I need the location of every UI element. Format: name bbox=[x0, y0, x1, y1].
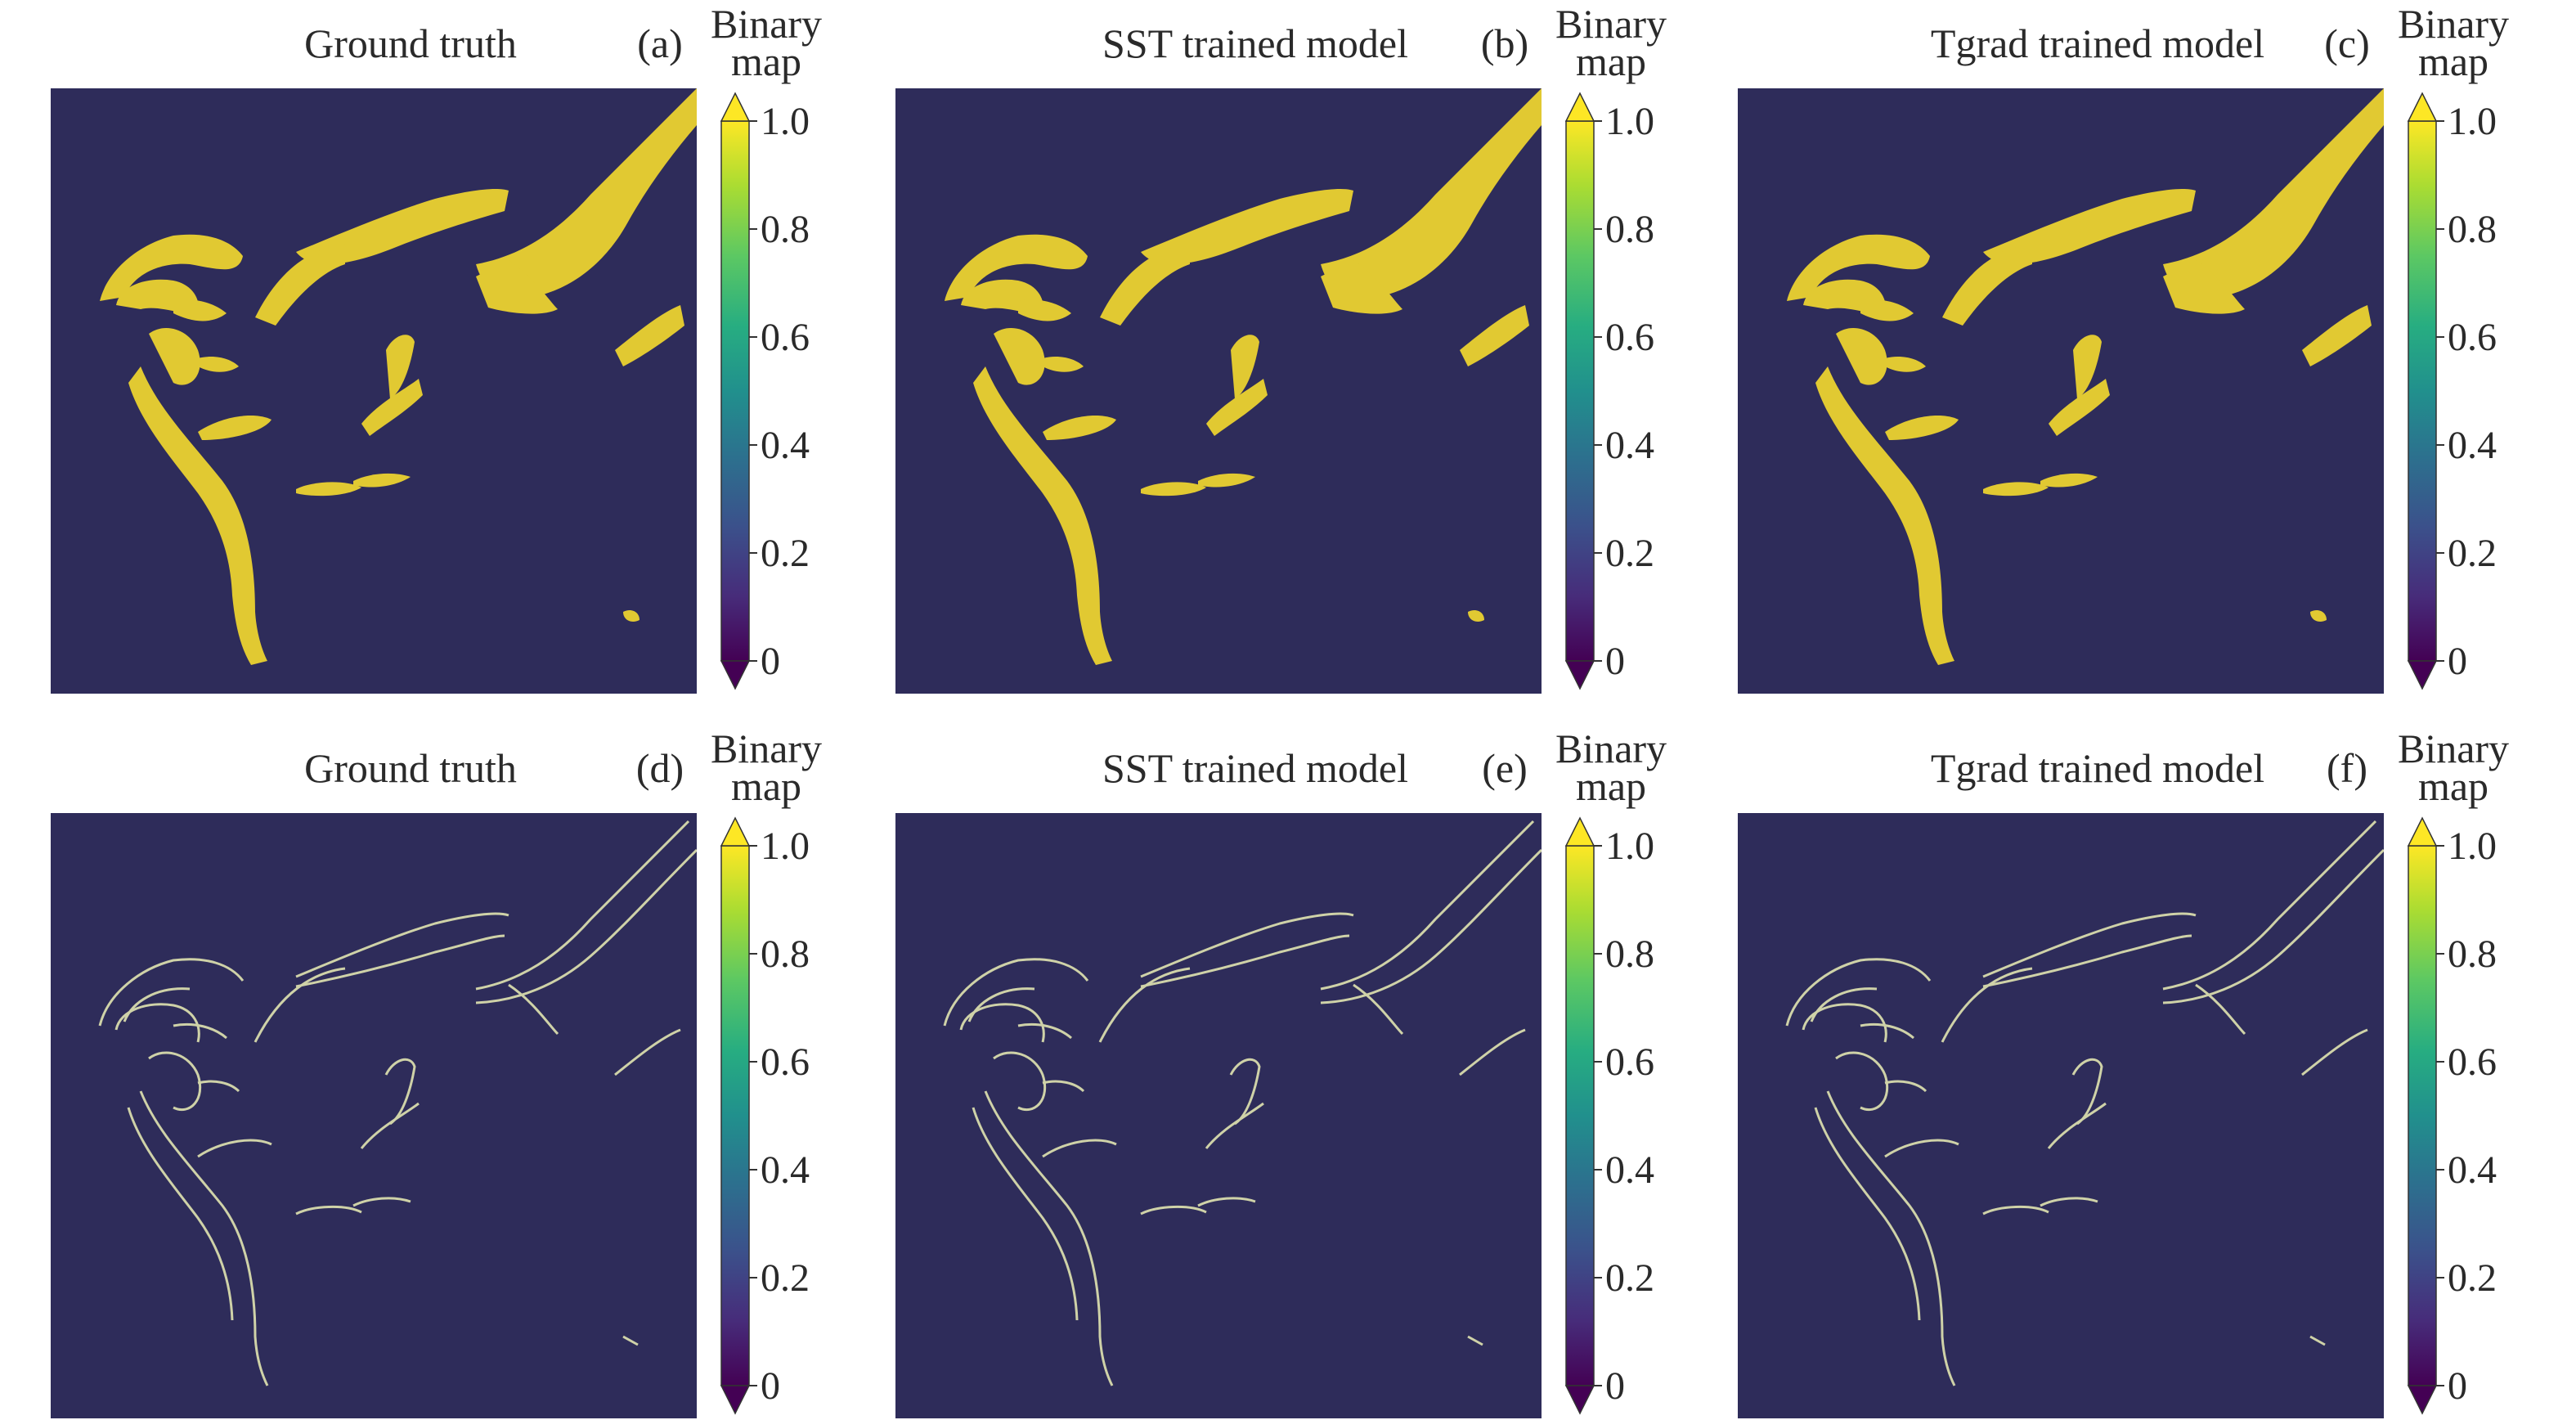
colorbar-tick-label: 0 bbox=[1605, 1364, 1625, 1408]
colorbar-gradient bbox=[1565, 845, 1595, 1386]
colorbar-tick-label: 0.6 bbox=[761, 316, 810, 359]
colorbar-tick-label: 0.8 bbox=[1605, 932, 1654, 976]
colorbar-label-line1: Binary bbox=[2398, 726, 2509, 771]
map-background bbox=[51, 88, 697, 694]
colorbar-extend-max bbox=[2407, 816, 2438, 847]
colorbar-tick-label: 0.4 bbox=[761, 424, 810, 467]
panel-label: (b) bbox=[1481, 20, 1528, 66]
colorbar-tick-label: 0.8 bbox=[1605, 208, 1654, 251]
panels-layer: Ground truth (a) Binarymap00.20.40.60.81.0… bbox=[51, 1, 2509, 1418]
colorbar-extend-max bbox=[2407, 92, 2438, 122]
colorbar-label-line2: map bbox=[1576, 38, 1646, 84]
colorbar-extend-min bbox=[2407, 660, 2438, 690]
colorbar-gradient bbox=[720, 120, 750, 662]
colorbar-tick-label: 1.0 bbox=[1605, 100, 1654, 143]
map-background bbox=[895, 88, 1542, 694]
colorbar-label-line2: map bbox=[2418, 38, 2488, 84]
colorbar-tick-label: 0.4 bbox=[2448, 1148, 2497, 1192]
panel-title: Tgrad trained model bbox=[1931, 20, 2264, 66]
panel-label: (c) bbox=[2324, 20, 2370, 66]
colorbar-extend-max bbox=[1564, 816, 1595, 847]
map-background bbox=[895, 813, 1542, 1418]
map-background bbox=[1738, 88, 2384, 694]
colorbar-tick-label: 0.6 bbox=[2448, 316, 2497, 359]
colorbar-tick-label: 0.8 bbox=[761, 932, 810, 976]
panel-title: SST trained model bbox=[1102, 745, 1408, 791]
panel-label: (f) bbox=[2327, 745, 2367, 791]
colorbar-tick-label: 0.8 bbox=[761, 208, 810, 251]
colorbar-label-line2: map bbox=[2418, 763, 2488, 809]
colorbar-extend-max bbox=[720, 92, 751, 122]
colorbar-label-line1: Binary bbox=[2398, 1, 2509, 47]
panel-label: (e) bbox=[1482, 745, 1528, 791]
colorbar-gradient bbox=[1565, 120, 1595, 662]
colorbar-tick-label: 0 bbox=[761, 640, 780, 683]
colorbar-tick-label: 0.6 bbox=[1605, 1040, 1654, 1084]
colorbar-tick-label: 0.2 bbox=[761, 1256, 810, 1300]
map-background bbox=[1738, 813, 2384, 1418]
colorbar-label-line2: map bbox=[731, 38, 801, 84]
colorbar-gradient bbox=[2408, 120, 2437, 662]
colorbar-label-line1: Binary bbox=[1555, 1, 1667, 47]
colorbar-tick-label: 1.0 bbox=[1605, 825, 1654, 868]
colorbar-label-line1: Binary bbox=[711, 1, 822, 47]
colorbar-tick-label: 0.4 bbox=[1605, 424, 1654, 467]
colorbar-tick-label: 0.6 bbox=[1605, 316, 1654, 359]
colorbar-tick-label: 1.0 bbox=[2448, 100, 2497, 143]
colorbar-tick-label: 0 bbox=[2448, 640, 2467, 683]
colorbar-tick-label: 0.6 bbox=[761, 1040, 810, 1084]
colorbar-extend-min bbox=[1564, 1385, 1595, 1415]
colorbar-tick-label: 0.4 bbox=[2448, 424, 2497, 467]
colorbar-gradient bbox=[720, 845, 750, 1386]
panel-label: (a) bbox=[637, 20, 683, 66]
panel-title: SST trained model bbox=[1102, 20, 1408, 66]
colorbar-tick-label: 1.0 bbox=[761, 825, 810, 868]
colorbar-label-line1: Binary bbox=[1555, 726, 1667, 771]
panel-title: Ground truth bbox=[304, 20, 517, 66]
colorbar-label-line2: map bbox=[1576, 763, 1646, 809]
colorbar-tick-label: 0 bbox=[2448, 1364, 2467, 1408]
colorbar-tick-label: 1.0 bbox=[2448, 825, 2497, 868]
colorbar-gradient bbox=[2408, 845, 2437, 1386]
colorbar-extend-max bbox=[720, 816, 751, 847]
colorbar-tick-label: 0.8 bbox=[2448, 932, 2497, 976]
panel-label: (d) bbox=[636, 745, 684, 791]
colorbar-label-line2: map bbox=[731, 763, 801, 809]
colorbar-tick-label: 0.4 bbox=[761, 1148, 810, 1192]
colorbar-tick-label: 0.2 bbox=[1605, 1256, 1654, 1300]
colorbar-tick-label: 0.4 bbox=[1605, 1148, 1654, 1192]
colorbar-tick-label: 0.2 bbox=[761, 532, 810, 575]
colorbar-extend-min bbox=[2407, 1385, 2438, 1415]
colorbar-label-line1: Binary bbox=[711, 726, 822, 771]
colorbar-tick-label: 0 bbox=[1605, 640, 1625, 683]
colorbar-tick-label: 0.8 bbox=[2448, 208, 2497, 251]
colorbar-extend-max bbox=[1564, 92, 1595, 122]
colorbar-tick-label: 0.2 bbox=[2448, 1256, 2497, 1300]
colorbar-tick-label: 0.2 bbox=[1605, 532, 1654, 575]
colorbar-tick-label: 0.6 bbox=[2448, 1040, 2497, 1084]
colorbar-tick-label: 0 bbox=[761, 1364, 780, 1408]
colorbar-extend-min bbox=[720, 1385, 751, 1415]
colorbar-extend-min bbox=[1564, 660, 1595, 690]
panel-title: Tgrad trained model bbox=[1931, 745, 2264, 791]
panel-title: Ground truth bbox=[304, 745, 517, 791]
colorbar-extend-min bbox=[720, 660, 751, 690]
colorbar-tick-label: 0.2 bbox=[2448, 532, 2497, 575]
colorbar-tick-label: 1.0 bbox=[761, 100, 810, 143]
map-background bbox=[51, 813, 697, 1418]
